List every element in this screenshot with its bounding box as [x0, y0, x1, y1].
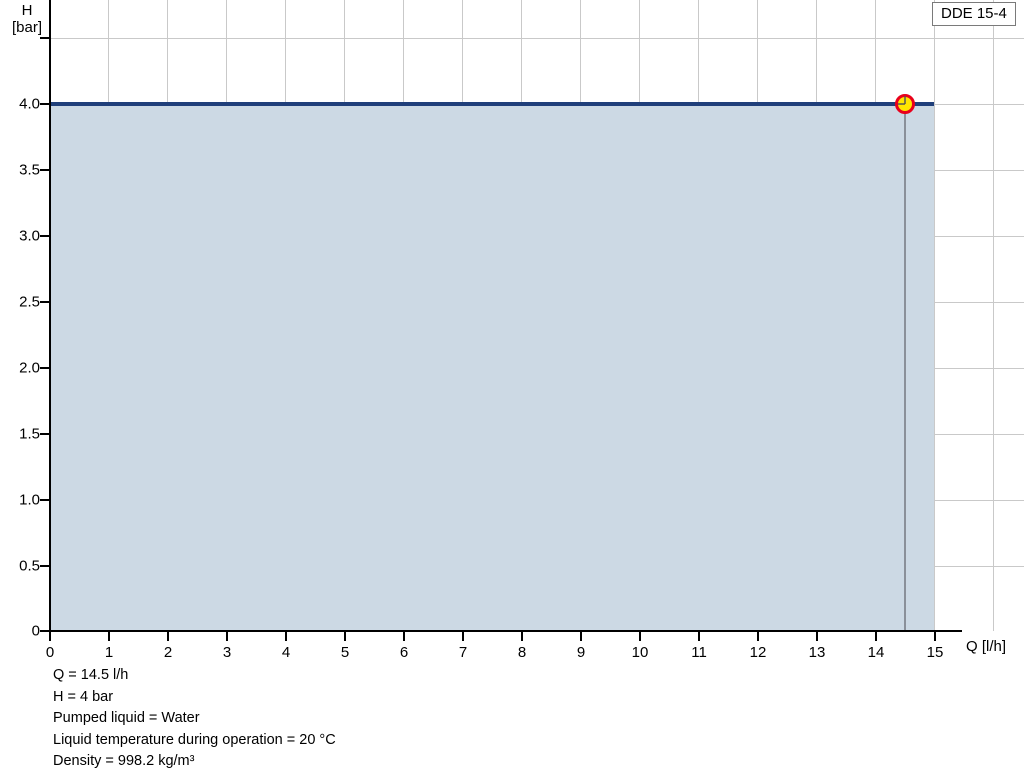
x-tick-label: 2 — [163, 644, 173, 661]
y-axis-ticks — [40, 37, 50, 632]
legend-label: DDE 15-4 — [941, 5, 1007, 22]
performance-area-fill — [50, 104, 934, 631]
caption-line-flow: Q = 14.5 l/h — [53, 667, 129, 683]
x-tick-label: 11 — [691, 644, 707, 661]
x-tick-label: 6 — [399, 644, 409, 661]
x-tick-label: 3 — [222, 644, 232, 661]
x-tick-label: 4 — [281, 644, 291, 661]
y-tick-label: 0.5 — [19, 557, 40, 575]
x-tick-label: 9 — [576, 644, 586, 661]
caption-line-temperature: Liquid temperature during operation = 20… — [53, 731, 336, 748]
x-tick-label: 5 — [340, 644, 350, 661]
x-axis-ticks — [49, 631, 936, 641]
y-tick-label: 2.5 — [19, 293, 40, 311]
caption-line-head: H = 4 bar — [53, 688, 114, 705]
y-tick-label: 0 — [31, 622, 40, 640]
y-axis-title-symbol: H — [21, 2, 33, 19]
caption-line-liquid: Pumped liquid = Water — [53, 710, 200, 726]
y-tick-label: 2.0 — [19, 359, 40, 377]
x-tick-label: 10 — [631, 644, 649, 661]
x-tick-label: 8 — [517, 644, 527, 661]
legend-box: DDE 15-4 — [932, 2, 1016, 26]
x-tick-label: 1 — [104, 644, 114, 661]
y-tick-label: 4.0 — [19, 95, 40, 113]
x-tick-label: 12 — [749, 644, 767, 661]
y-tick-label: 3.5 — [19, 161, 40, 179]
x-tick-label: 15 — [926, 644, 944, 661]
x-tick-label: 13 — [808, 644, 826, 661]
x-tick-label: 14 — [867, 644, 885, 661]
x-tick-label: 7 — [458, 644, 468, 661]
y-axis-title: H [bar] — [6, 2, 48, 36]
caption-line-density: Density = 998.2 kg/m³ — [53, 753, 195, 769]
x-tick-label: 0 — [45, 644, 55, 661]
axis-lines — [49, 0, 962, 632]
y-axis-tick-labels: 4.0 3.5 3.0 2.5 2.0 1.5 1.0 0.5 0 — [0, 0, 40, 781]
y-tick-label: 1.5 — [19, 425, 40, 443]
y-tick-label: 1.0 — [19, 491, 40, 509]
duty-point-marker[interactable] — [895, 94, 915, 114]
y-axis-title-unit: [bar] — [11, 19, 42, 36]
operating-conditions-caption: Q = 14.5 l/h H = 4 bar Pumped liquid = W… — [53, 665, 336, 773]
y-tick-label: 3.0 — [19, 227, 40, 245]
x-axis-title: Q [l/h] — [966, 638, 1007, 655]
